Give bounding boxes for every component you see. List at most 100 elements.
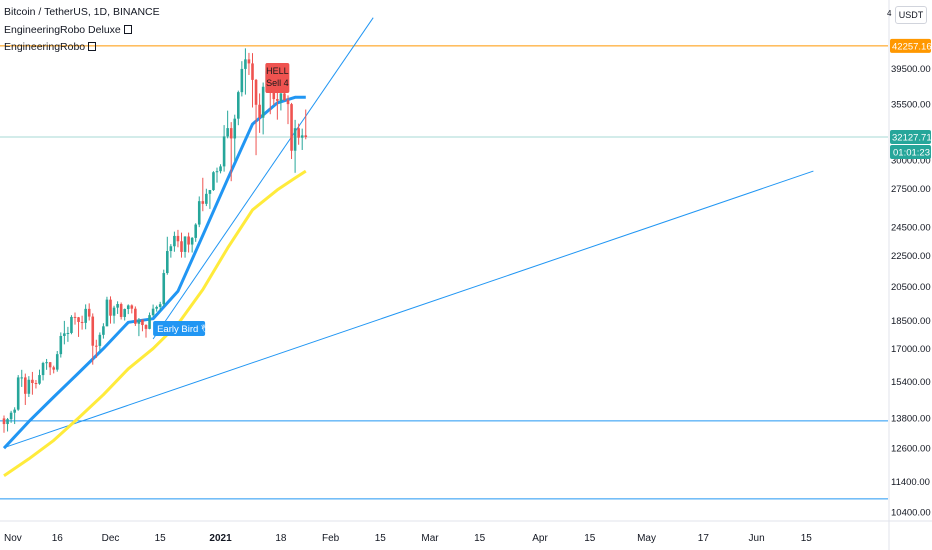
candle-body (219, 166, 222, 172)
candle-body (91, 316, 95, 346)
price-label-box (890, 38, 931, 53)
candle-body (73, 316, 77, 318)
y-tick-label: 30000.00 (891, 155, 931, 166)
signal-annotations: HELL Sell 4 Early Bird 🕊 (153, 63, 290, 336)
candle-body (38, 375, 41, 384)
y-tick-label: 15400.00 (891, 377, 931, 388)
candle-body (63, 333, 66, 336)
candle-body (197, 201, 201, 225)
trendline (152, 17, 374, 340)
candle-body (187, 236, 190, 245)
candle-body (16, 377, 20, 410)
indicator-deluxe-legend[interactable]: EngineeringRobo Deluxe (4, 24, 132, 36)
candle-body (130, 305, 134, 309)
buy-signal-text: Early Bird 🕊 (157, 323, 213, 335)
candle-body (112, 307, 116, 316)
y-tick-label: 24500.00 (891, 223, 931, 234)
trendlines (3, 17, 814, 449)
candle-body (87, 308, 91, 317)
candle-body (233, 118, 237, 139)
x-tick-label: 15 (375, 533, 387, 544)
candle-body (77, 317, 80, 322)
candle-body (116, 304, 119, 308)
candle-body (66, 332, 70, 334)
x-tick-label: 15 (474, 533, 486, 544)
symbol-title[interactable]: Bitcoin / TetherUS, 1D, BINANCE (4, 6, 160, 18)
candle-body (126, 305, 130, 310)
candle-body (169, 246, 173, 252)
candle-body (176, 235, 180, 242)
x-tick-label: Nov (4, 533, 22, 544)
candle-body (183, 236, 187, 252)
candle-body (155, 306, 158, 309)
candle-body (244, 59, 247, 69)
candle-body (258, 104, 261, 118)
horizontal-levels (0, 45, 888, 500)
candle-body (201, 201, 205, 204)
candle-body (148, 315, 151, 329)
x-tick-label: Feb (322, 533, 340, 544)
candle-body (222, 136, 226, 167)
candle-body (41, 363, 45, 376)
x-tick-label: 15 (155, 533, 167, 544)
moving-averages (2, 95, 307, 477)
candle-body (109, 299, 112, 316)
y-axis[interactable]: 42500.0039500.0035500.0030000.0027500.00… (890, 38, 932, 519)
x-tick-label: 18 (275, 533, 287, 544)
candle-body (251, 63, 254, 80)
candle-body (48, 362, 52, 368)
candle-body (190, 237, 194, 245)
candle-body (59, 335, 63, 355)
candle-body (304, 135, 308, 138)
symbol-title-text: Bitcoin / TetherUS, 1D, BINANCE (4, 6, 160, 18)
candle-body (247, 59, 251, 64)
candle-body (173, 235, 176, 247)
y-tick-label: 39500.00 (891, 64, 931, 75)
candle-body (98, 334, 102, 346)
candle-body (80, 321, 84, 323)
candle-body (6, 419, 9, 425)
candle-body (141, 319, 144, 326)
candle-body (205, 193, 208, 204)
countdown-text: 01:01:23 (893, 148, 930, 159)
candle-body (24, 377, 27, 394)
x-tick-label: 16 (52, 533, 64, 544)
currency-button[interactable]: USDT (895, 6, 927, 24)
y-tick-label: 18500.00 (891, 316, 931, 327)
settings-icon[interactable] (123, 25, 132, 34)
indicator-robo-legend[interactable]: EngineeringRobo (4, 41, 97, 53)
settings-icon[interactable] (88, 42, 97, 51)
candle-body (194, 224, 197, 238)
candle-body (119, 304, 123, 317)
x-tick-label: 17 (698, 533, 710, 544)
y-tick-label: 10400.00 (891, 508, 931, 519)
ma-slow-line (3, 169, 307, 477)
sell-signal-label (265, 63, 290, 93)
candle-body (31, 379, 34, 384)
indicator-deluxe-name: EngineeringRobo Deluxe (4, 24, 121, 36)
sell-signal-text: Sell 4 (266, 78, 289, 88)
x-axis[interactable]: Nov 16 Dec 15 2021 18 Feb 15 Mar 15 Apr 15 May 17 Jun 1… (4, 533, 812, 544)
candle-body (286, 100, 290, 105)
candle-body (240, 68, 244, 93)
candle-body (20, 377, 24, 379)
candle-body (297, 128, 300, 138)
trendline (3, 170, 814, 449)
x-tick-label: 15 (584, 533, 596, 544)
candle-body (293, 128, 297, 151)
candle-body (208, 190, 212, 194)
x-tick-label: May (637, 533, 656, 544)
candle-body (27, 379, 31, 394)
x-tick-label: 15 (801, 533, 813, 544)
ma-fast-line (2, 95, 306, 450)
candle-body (158, 304, 162, 307)
candle-body (272, 92, 276, 100)
candle-body (102, 326, 105, 335)
x-tick-label: Jun (749, 533, 765, 544)
countdown-box (890, 145, 931, 160)
x-tick-label: Mar (421, 533, 439, 544)
candle-body (70, 316, 73, 333)
y-tick-label: 35500.00 (891, 99, 931, 110)
